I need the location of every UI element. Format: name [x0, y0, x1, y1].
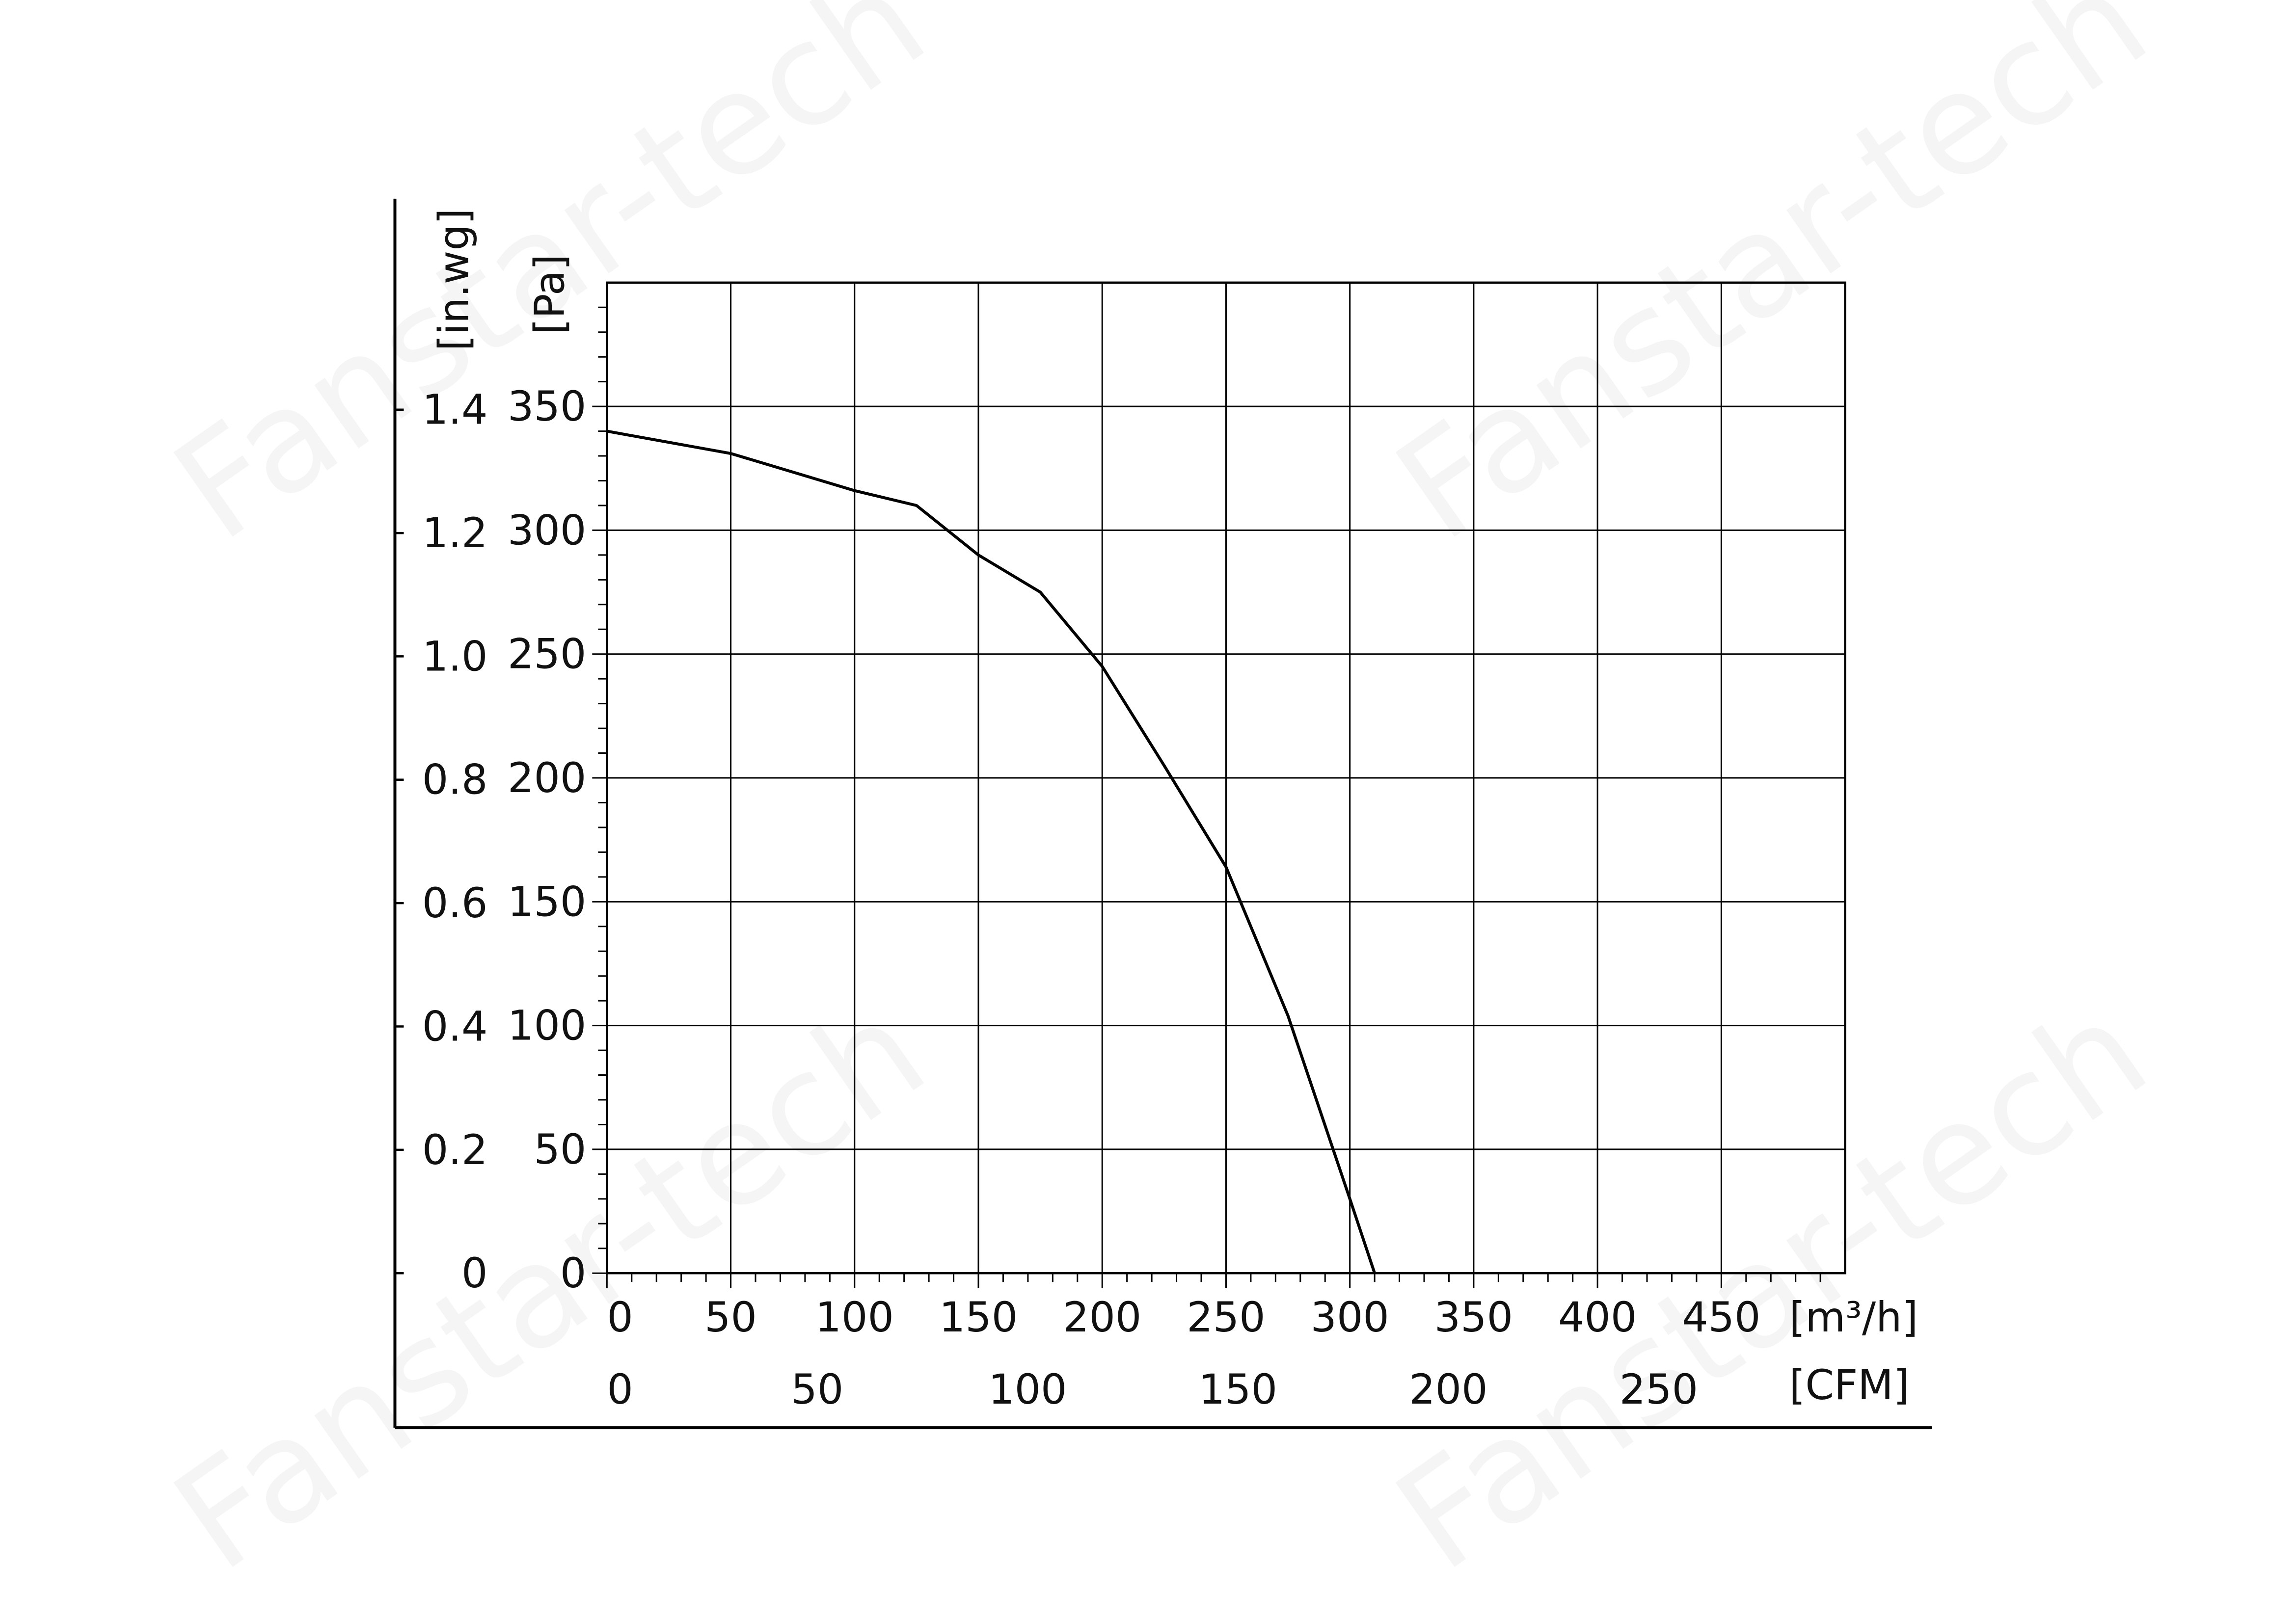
- watermark: Fanstar-tech: [1368, 0, 2175, 572]
- x-tick-label: 450: [1682, 1293, 1760, 1341]
- x-tick-label: 400: [1558, 1293, 1637, 1341]
- x-axis-label: [m³/h]: [1789, 1293, 1918, 1341]
- y2-tick-label: 1.2: [422, 509, 488, 557]
- x-tick-label: 50: [704, 1293, 757, 1341]
- x2-tick-label: 150: [1199, 1365, 1277, 1413]
- x-tick-label: 200: [1063, 1293, 1141, 1341]
- y2-tick-label: 0: [461, 1249, 487, 1297]
- x-tick-label: 350: [1434, 1293, 1513, 1341]
- y2-tick-label: 0.6: [422, 879, 488, 927]
- x-tick-label: 150: [939, 1293, 1018, 1341]
- y2-tick-label: 1.4: [422, 386, 488, 434]
- y-tick-label: 250: [508, 630, 586, 678]
- curve: [606, 429, 1376, 1274]
- y-tick-label: 350: [508, 382, 586, 430]
- y2-axis-label: [in.wg]: [430, 208, 478, 351]
- y2-tick-label: 0.4: [422, 1002, 488, 1050]
- x2-tick-label: 250: [1620, 1365, 1698, 1413]
- watermark: Fanstar-tech: [1368, 969, 2175, 1602]
- x2-tick-label: 200: [1409, 1365, 1487, 1413]
- plot-frame: [606, 281, 1846, 1275]
- y-tick-label: 150: [508, 877, 586, 926]
- y-tick-label: 0: [560, 1249, 586, 1297]
- watermark: Fanstar-tech: [146, 969, 953, 1602]
- x2-tick-label: 100: [988, 1365, 1067, 1413]
- x-tick-label: 250: [1187, 1293, 1265, 1341]
- x-tick-label: 300: [1311, 1293, 1389, 1341]
- x2-tick-label: 50: [791, 1365, 843, 1413]
- y-axis-label: [Pa]: [525, 254, 573, 335]
- x-tick-label: 100: [815, 1293, 894, 1341]
- x-tick-label: 0: [607, 1293, 633, 1341]
- y2-tick-label: 0.2: [422, 1126, 488, 1174]
- x2-tick-label: 0: [607, 1365, 633, 1413]
- y-tick-label: 200: [508, 754, 586, 802]
- y2-tick-label: 0.8: [422, 756, 488, 804]
- y2-tick-label: 1.0: [422, 632, 488, 680]
- x2-axis-label: [CFM]: [1789, 1361, 1910, 1409]
- y-tick-label: 50: [534, 1125, 586, 1173]
- y-tick-label: 100: [508, 1002, 586, 1050]
- y-tick-label: 300: [508, 506, 586, 554]
